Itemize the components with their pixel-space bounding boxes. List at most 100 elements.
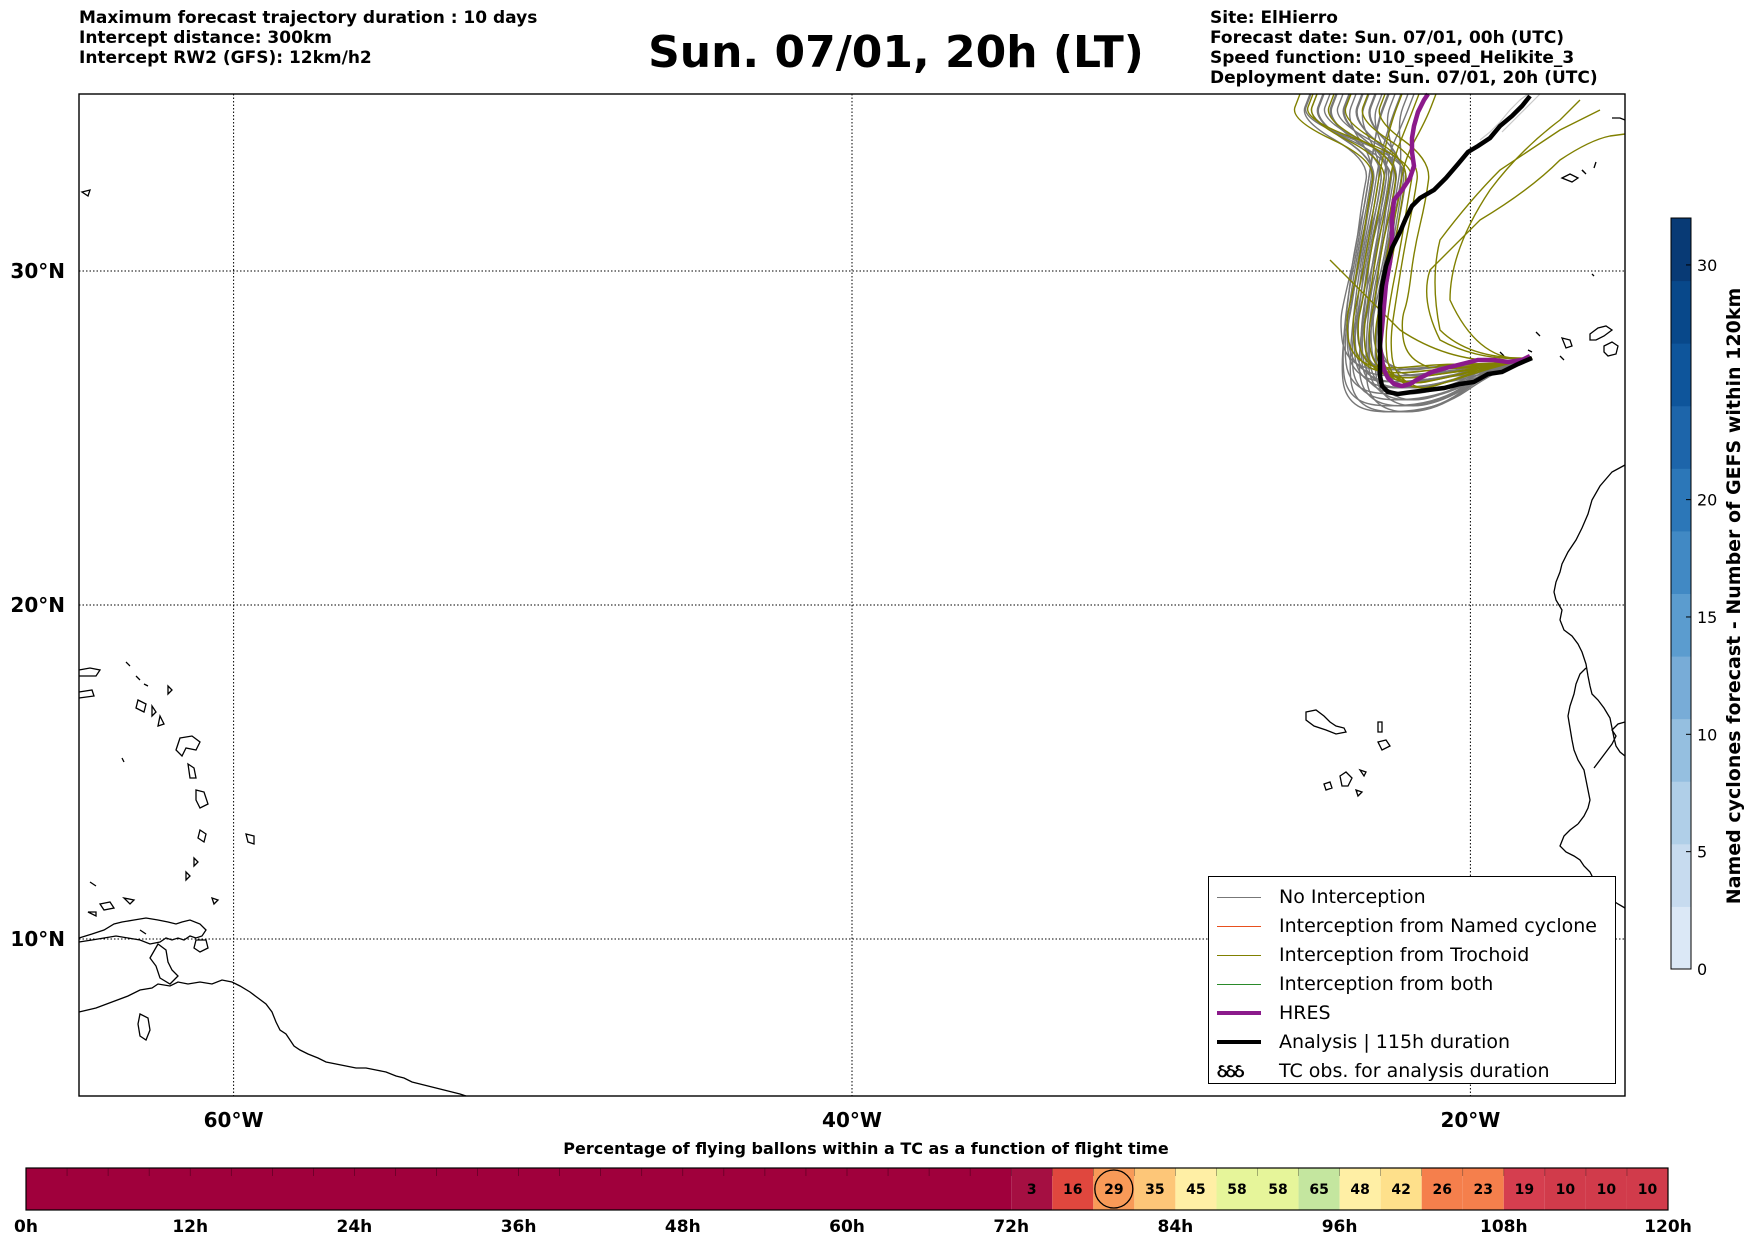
intercept-rw2-text: Intercept RW2 (GFS): 12km/h2 [79,48,372,68]
legend-item: ઠઠઠ TC obs. for analysis duration [1217,1056,1550,1085]
light-trajectories [1479,93,1541,141]
lake-maracaibo [149,943,179,985]
page-title: Sun. 07/01, 20h (LT) [648,27,1144,78]
flight-time-cell-value: 23 [1474,1182,1493,1198]
flight-time-cell [1462,1168,1504,1210]
ensemble-trajectory [1434,109,1601,359]
ensemble-trajectory [1425,133,1626,360]
small-islands-nw [1581,161,1597,277]
flight-time-cell-value: 19 [1515,1182,1534,1198]
flight-time-cell [1298,1168,1340,1210]
flight-time-label: 72h [993,1217,1029,1237]
ensemble-trajectory [1365,93,1533,413]
highlight-circle [1094,1169,1134,1209]
guinea-coast [1593,721,1626,769]
flight-time-cell [1585,1168,1627,1210]
tobago-island [210,896,220,906]
flight-time-cell-value: 26 [1432,1182,1451,1198]
flight-time-cell-value: 45 [1186,1182,1205,1198]
abc-islands [87,896,136,918]
lon-label: 20°W [1440,1108,1500,1132]
puerto-rico-island [78,689,95,699]
speed-function-text: Speed function: U10_speed_Helikite_3 [1210,48,1575,68]
flight-time-label: 60h [829,1217,865,1237]
legend-swatch [1217,916,1261,936]
tc-symbol-icon: ઠઠઠ [1217,1060,1244,1082]
lon-label: 40°W [822,1108,882,1132]
map-frame [78,93,1626,1097]
flight-time-label: 84h [1158,1217,1194,1237]
flight-time-label: 96h [1322,1217,1358,1237]
legend-item: Interception from both [1217,969,1493,998]
flight-time-bar-frame [25,1167,1669,1211]
flight-time-cell-value: 58 [1227,1182,1246,1198]
ensemble-trajectory [1330,93,1533,389]
cape-blanc-coast [1567,667,1591,825]
trinidad-island [193,939,209,953]
colorbar-segment [1671,843,1691,907]
colorbar-title: Named cyclones forecast - Number of GEFS… [1723,287,1745,905]
flight-time-cell-value: 10 [1638,1182,1658,1198]
flight-time-cell [1175,1168,1217,1210]
antigua-island [167,684,173,696]
longitude-labels: 60°W 40°W 20°W [204,1108,1501,1132]
legend-label: Analysis | 115h duration [1279,1030,1511,1053]
legend-swatch: ઠઠઠ [1217,1060,1261,1082]
ensemble-trajectory [1363,93,1533,379]
flight-time-cell-value: 10 [1597,1182,1617,1198]
colorbar-segment [1671,718,1691,782]
colorbar-segment [1671,906,1691,970]
coastline-west [78,189,467,1097]
flight-time-bar: 3 16 29 35 45 58 58 65 48 42 26 23 19 10 10 10 [25,1167,1669,1211]
legend-swatch [1217,887,1261,907]
colorbar-segment [1671,781,1691,845]
ensemble-trajectory [1327,93,1533,379]
map-legend: No Interception Interception from Named c… [1208,876,1616,1084]
latitude-labels: 30°N 20°N 10°N [10,259,65,951]
st-lucia-island [197,828,207,844]
flight-time-cell-value: 29 [1104,1182,1123,1198]
colorbar-tick-label: 0 [1697,960,1707,979]
flight-time-label: 24h [337,1217,373,1237]
flight-time-cell [1503,1168,1545,1210]
guadeloupe-island [175,735,201,758]
virgin-islands [125,661,149,687]
grenada-island [185,870,191,882]
colorbar-segment [1671,656,1691,720]
anguilla-island [80,189,91,198]
colorbar-segment [1671,468,1691,532]
ensemble-trajectory [1310,93,1533,374]
flight-time-cell [1011,1168,1053,1210]
legend-item: Analysis | 115h duration [1217,1027,1510,1056]
flight-time-cell [1380,1168,1422,1210]
flight-time-label: 108h [1480,1217,1528,1237]
max-duration-text: Maximum forecast trajectory duration : 1… [79,8,538,28]
barbados-island [245,833,255,845]
colorbar-segment [1671,593,1691,657]
colorbar-segment [1671,280,1691,344]
flight-time-cell-value: 65 [1309,1182,1328,1198]
canary-islands [1499,325,1619,361]
legend-swatch [1217,1032,1261,1052]
legend-item: No Interception [1217,882,1426,911]
legend-item: Interception from Trochoid [1217,940,1529,969]
azores-area [1612,117,1626,121]
flight-time-cell [1216,1168,1258,1210]
flight-time-cell-value: 48 [1350,1182,1369,1198]
lon-label: 60°W [204,1108,264,1132]
forecast-date-text: Forecast date: Sun. 07/01, 00h (UTC) [1210,28,1565,48]
light-trajectory [1501,93,1541,133]
legend-item: HRES [1217,998,1331,1027]
cape-verde-islands [1305,709,1391,798]
bottom-bar-title: Percentage of flying ballons within a TC… [563,1139,1169,1158]
west-africa-coast [1553,464,1626,757]
ensemble-trajectory [1352,93,1533,374]
lat-label: 20°N [10,593,65,617]
flight-time-cell-value: 58 [1268,1182,1287,1198]
ensemble-trajectory [1341,93,1533,413]
legend-swatch [1217,945,1261,965]
dominica-island [187,762,197,779]
legend-label: Interception from both [1279,972,1494,995]
flight-time-cell-value: 16 [1063,1182,1082,1198]
st-vincent-island [193,856,199,868]
